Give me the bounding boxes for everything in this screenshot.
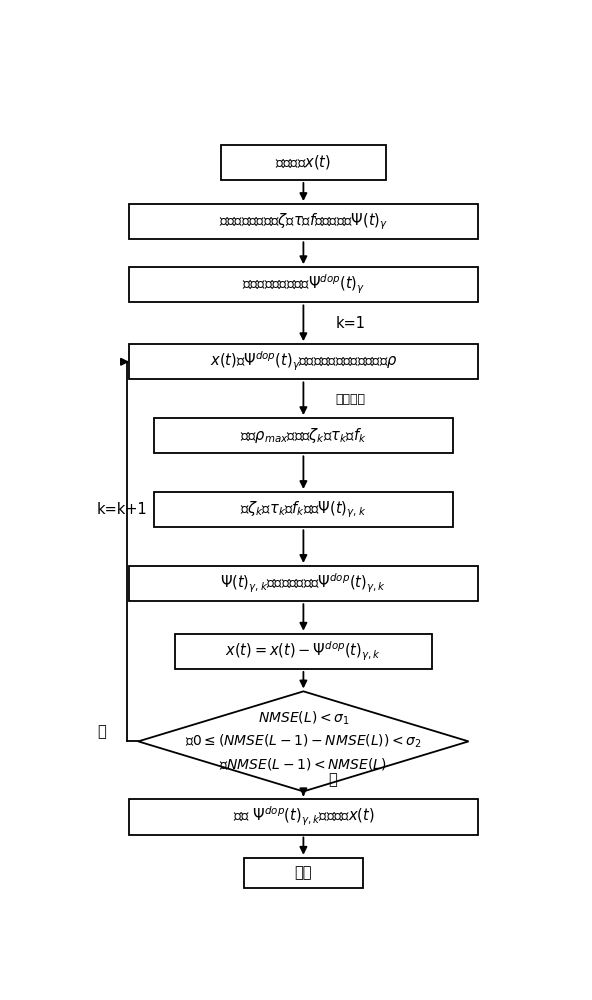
FancyBboxPatch shape (155, 492, 452, 527)
FancyBboxPatch shape (129, 204, 478, 239)
Text: $\Psi(t)_{\gamma,k}$多普勒调制处理$\Psi^{dop}(t)_{\gamma,k}$: $\Psi(t)_{\gamma,k}$多普勒调制处理$\Psi^{dop}(t… (220, 572, 387, 595)
Text: $NMSE(L) < \sigma_1$: $NMSE(L) < \sigma_1$ (258, 710, 349, 727)
FancyBboxPatch shape (129, 799, 478, 835)
Text: k=k+1: k=k+1 (97, 502, 147, 517)
FancyBboxPatch shape (175, 634, 432, 669)
Text: 轨边信号$x(t)$: 轨边信号$x(t)$ (275, 153, 332, 171)
FancyBboxPatch shape (221, 145, 386, 180)
Text: k=1: k=1 (336, 316, 365, 331)
FancyBboxPatch shape (129, 267, 478, 302)
Text: 设定小波模型参数$\zeta$，$\tau$，$f$范围，生成$\Psi(t)_{\gamma}$: 设定小波模型参数$\zeta$，$\tau$，$f$范围，生成$\Psi(t)_… (219, 211, 388, 232)
Text: 或$NMSE(L-1) < NMSE(L)$: 或$NMSE(L-1) < NMSE(L)$ (220, 756, 387, 772)
Text: 否: 否 (97, 725, 106, 740)
FancyBboxPatch shape (244, 858, 363, 888)
Text: 取最大值: 取最大值 (336, 393, 365, 406)
Polygon shape (139, 691, 469, 791)
Text: 多普勒调制处理生成$\Psi^{dop}(t)_{\gamma}$: 多普勒调制处理生成$\Psi^{dop}(t)_{\gamma}$ (242, 273, 365, 296)
Text: $x(t)$与$\Psi^{dop}(t)_{\gamma}$中每个原子求相关系数函数$\rho$: $x(t)$与$\Psi^{dop}(t)_{\gamma}$中每个原子求相关系… (210, 350, 397, 373)
FancyBboxPatch shape (129, 566, 478, 601)
Text: 由$\zeta_k$，$\tau_k$，$f_k$生成$\Psi(t)_{\gamma,k}$: 由$\zeta_k$，$\tau_k$，$f_k$生成$\Psi(t)_{\ga… (240, 499, 366, 520)
FancyBboxPatch shape (129, 344, 478, 379)
Text: 诊断: 诊断 (295, 866, 312, 881)
Text: $x(t)=x(t)-\Psi^{dop}(t)_{\gamma,k}$: $x(t)=x(t)-\Psi^{dop}(t)_{\gamma,k}$ (226, 640, 381, 663)
Text: 确定$\rho_{max}$对应的$\zeta_k$，$\tau_k$，$f_k$: 确定$\rho_{max}$对应的$\zeta_k$，$\tau_k$，$f_k… (240, 426, 366, 445)
Text: 是: 是 (329, 772, 337, 787)
Text: 叠加 $\Psi^{dop}(t)_{\gamma,k}$，得信号$x(t)$: 叠加 $\Psi^{dop}(t)_{\gamma,k}$，得信号$x(t)$ (233, 805, 374, 828)
Text: 或$0\leq(NMSE(L-1)-NMSE(L))<\sigma_2$: 或$0\leq(NMSE(L-1)-NMSE(L))<\sigma_2$ (185, 733, 422, 750)
FancyBboxPatch shape (155, 418, 452, 453)
